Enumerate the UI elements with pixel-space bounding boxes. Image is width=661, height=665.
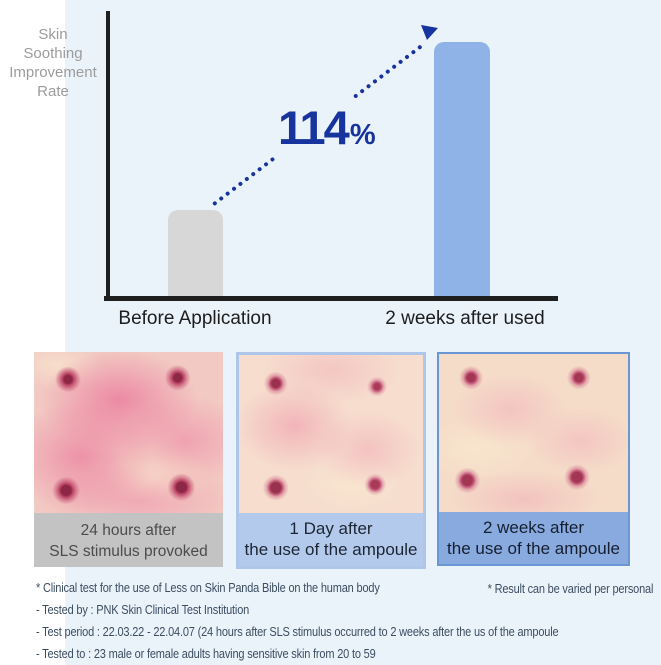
photo-caption-2weeks: 2 weeks after the use of the ampoule [439,512,628,564]
y-axis-label: Skin Soothing Improvement Rate [5,25,101,101]
improvement-number: 114 [278,101,350,154]
improvement-rate-value: 114% [270,98,384,157]
caption-line: the use of the ampoule [244,540,418,559]
photo-caption-1day: 1 Day after the use of the ampoule [239,513,423,566]
caption-line: SLS stimulus provoked [49,543,208,560]
percent-sign: % [349,119,376,151]
caption-line: 2 weeks after [482,518,585,537]
caption-line: 24 hours after [80,522,177,539]
footnote-tested-to: - Tested to : 23 male or female adults h… [36,647,376,661]
skin-photo-24h [34,352,223,513]
category-label-before: Before Application [118,308,272,329]
y-axis-label-line: Improvement [9,64,97,81]
footnotes-block: * Clinical test for the use of Less on S… [36,577,634,665]
y-axis-label-line: Soothing [23,45,83,62]
caption-line: the use of the ampoule [447,539,620,558]
footnote-tested-by: - Tested by : PNK Skin Clinical Test Ins… [36,603,250,617]
x-axis [104,296,558,301]
footnote-clinical-test: * Clinical test for the use of Less on S… [36,581,380,595]
photo-caption-24h: 24 hours after SLS stimulus provoked [34,513,223,567]
caption-line: 1 Day after [289,519,373,538]
photo-panel-1day: 1 Day after the use of the ampoule [236,352,426,569]
footnote-test-period: - Test period : 22.03.22 - 22.04.07 (24 … [36,625,559,639]
footnote-result-disclaimer: * Result can be varied per personal [487,582,653,596]
photo-panel-24h: 24 hours after SLS stimulus provoked [34,352,223,567]
photo-panel-2weeks: 2 weeks after the use of the ampoule [437,352,630,566]
skin-photo-2weeks [439,354,628,512]
category-label-after: 2 weeks after used [385,308,545,329]
trend-arrow-icon [421,25,438,40]
y-axis-label-line: Skin [38,26,68,43]
y-axis [106,11,110,301]
skin-photo-1day [239,355,423,513]
bar-2-weeks-after [434,42,490,296]
y-axis-label-line: Rate [37,83,69,100]
bar-before-application [168,210,223,296]
